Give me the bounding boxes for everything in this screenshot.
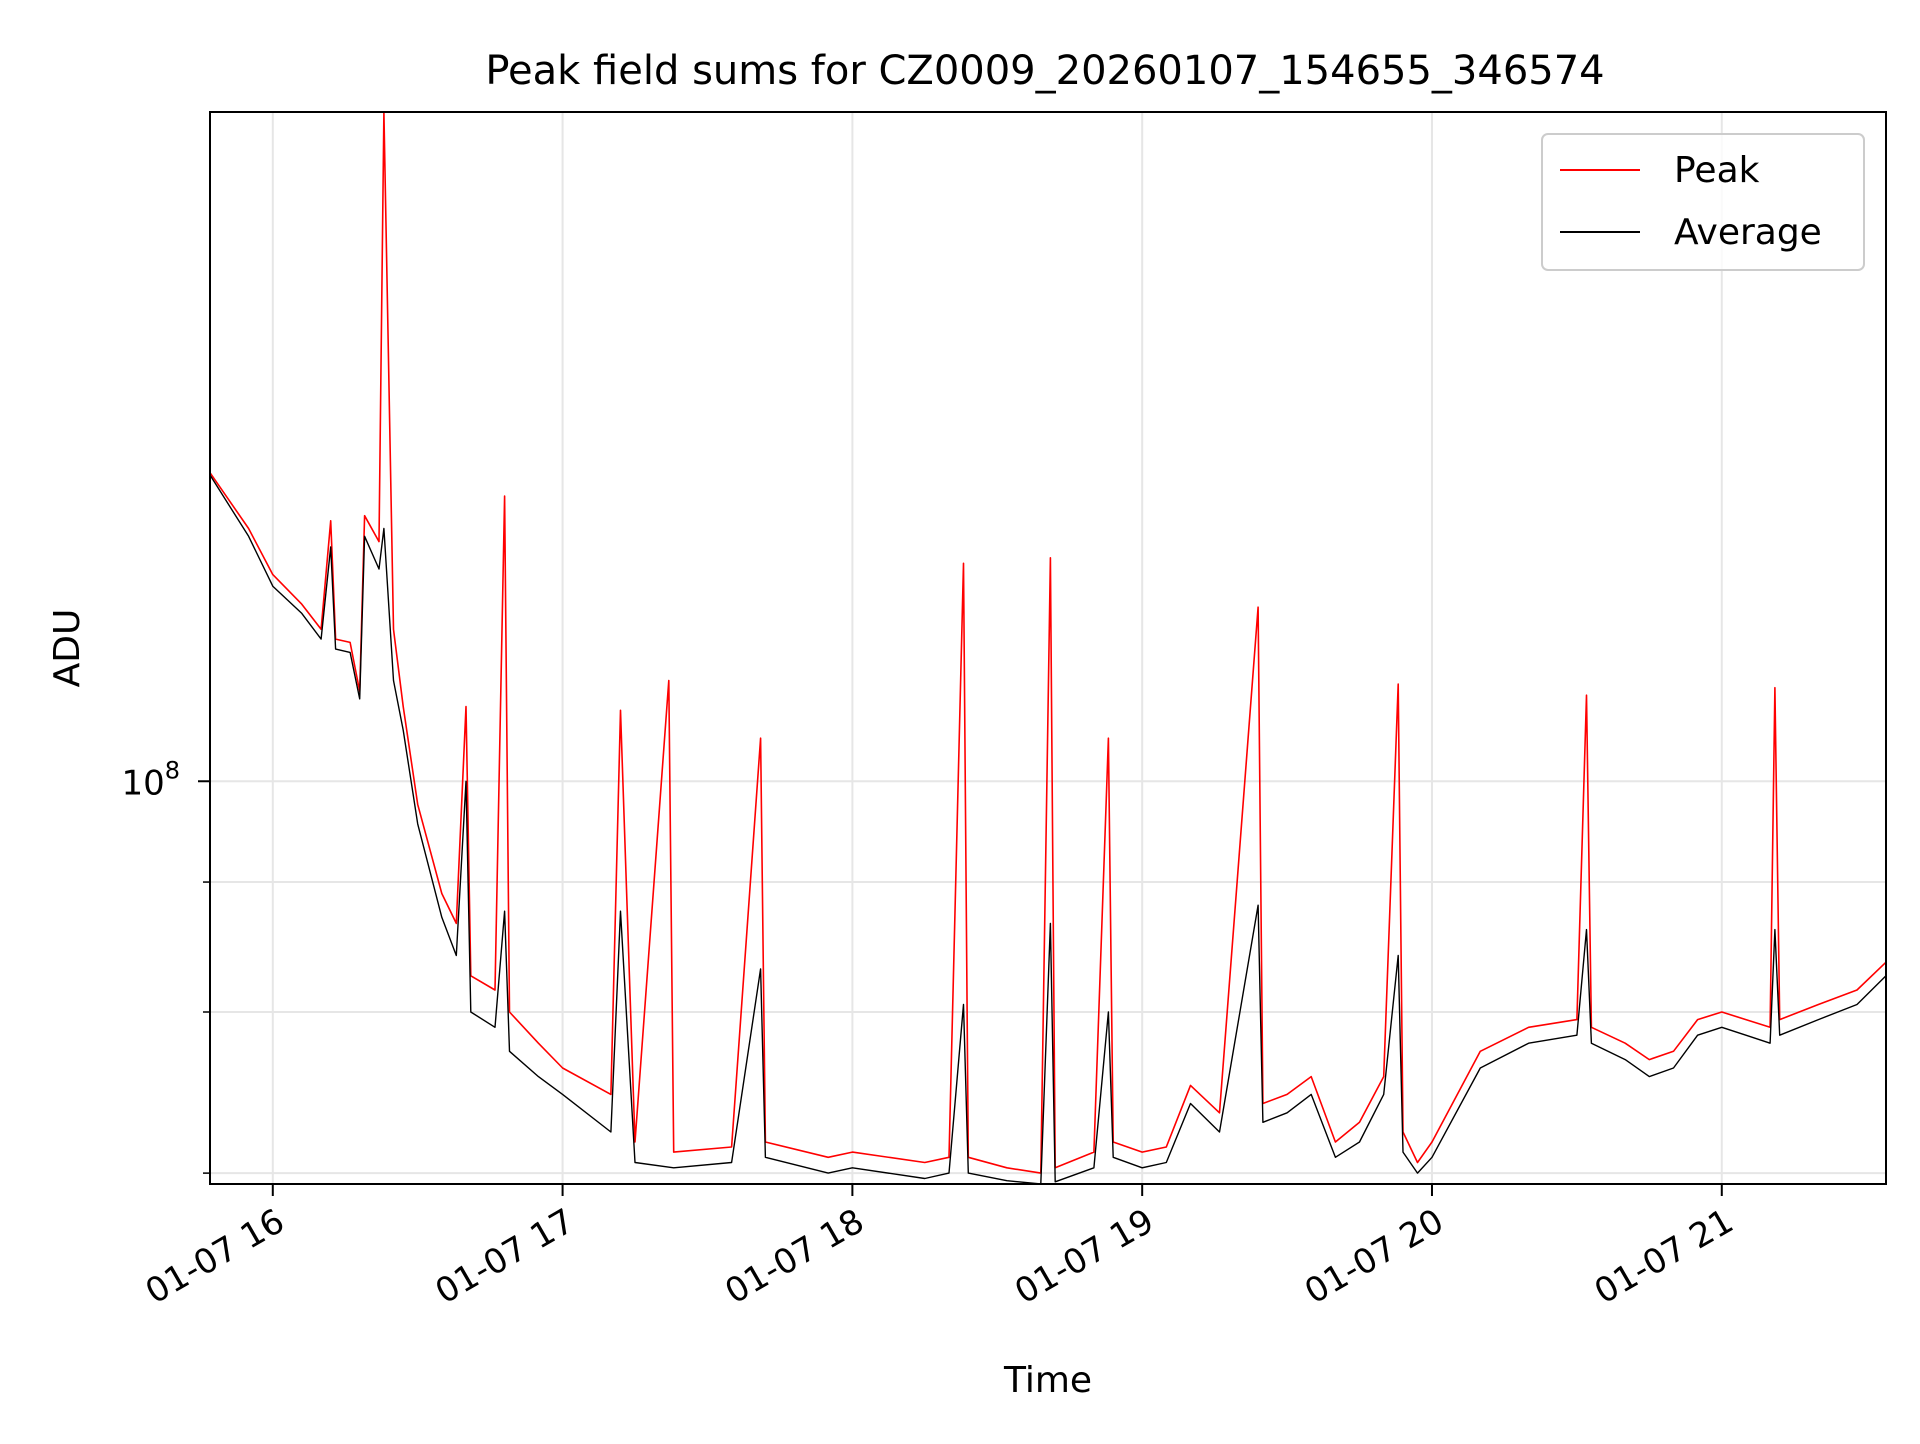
x-tick-label: 01-07 20 xyxy=(1298,1201,1450,1312)
x-tick-label: 01-07 17 xyxy=(429,1201,581,1312)
x-tick-label: 01-07 19 xyxy=(1008,1201,1160,1312)
series-layer xyxy=(209,111,1887,1185)
legend: Peak Average xyxy=(1541,133,1865,271)
x-tick-label: 01-07 16 xyxy=(139,1201,291,1312)
plot-frame xyxy=(209,111,1887,1185)
grid-lines xyxy=(210,112,1886,1184)
x-tick-label: 01-07 21 xyxy=(1588,1201,1740,1312)
x-tick-label: 01-07 18 xyxy=(718,1201,870,1312)
legend-box xyxy=(1541,133,1865,271)
axis-ticks: 01-07 16 01-07 17 01-07 18 01-07 19 01-07 20… xyxy=(121,756,1740,1312)
y-tick-label: 108 xyxy=(121,756,180,803)
legend-label-peak: Peak xyxy=(1674,150,1760,191)
chart-title: Peak field sums for CZ0009_20260107_1546… xyxy=(485,48,1604,94)
y-tick-base: 10 xyxy=(121,763,164,803)
legend-label-average: Average xyxy=(1674,212,1822,253)
series-line-average xyxy=(209,474,1887,1185)
y-axis-label: ADU xyxy=(47,609,88,688)
x-axis-label: Time xyxy=(1003,1360,1092,1401)
series-line-peak xyxy=(209,111,1887,1174)
y-tick-exponent: 8 xyxy=(165,756,180,784)
